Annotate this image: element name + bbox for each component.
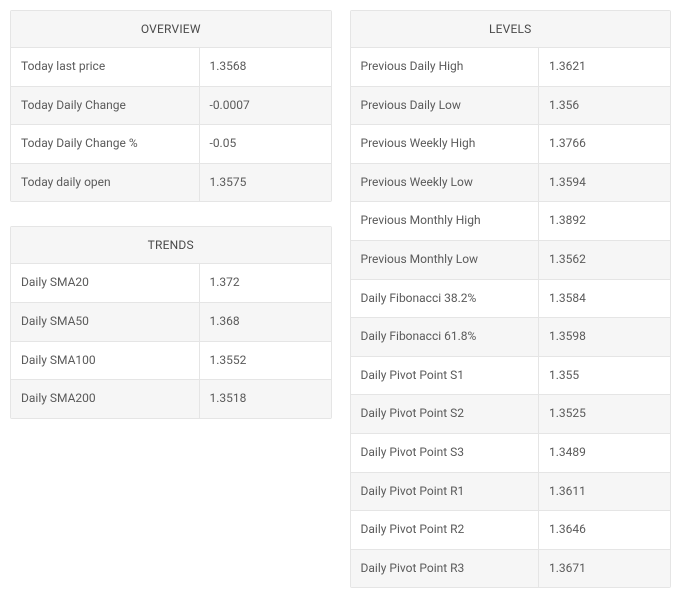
table-row: Daily SMA201.372 <box>11 264 331 303</box>
row-label: Daily Pivot Point S3 <box>351 434 540 472</box>
row-label: Daily Fibonacci 38.2% <box>351 280 540 318</box>
table-row: Today Daily Change-0.0007 <box>11 87 331 126</box>
table-row: Daily Pivot Point S11.355 <box>351 357 671 396</box>
row-label: Daily SMA50 <box>11 303 200 341</box>
left-column: OVERVIEW Today last price1.3568Today Dai… <box>10 10 332 419</box>
trends-rows: Daily SMA201.372Daily SMA501.368Daily SM… <box>11 264 331 417</box>
right-column: LEVELS Previous Daily High1.3621Previous… <box>350 10 672 588</box>
levels-rows: Previous Daily High1.3621Previous Daily … <box>351 48 671 587</box>
data-tables-container: OVERVIEW Today last price1.3568Today Dai… <box>10 10 671 588</box>
table-row: Daily Fibonacci 61.8%1.3598 <box>351 318 671 357</box>
row-value: 1.3611 <box>539 473 670 511</box>
row-value: 1.3575 <box>200 164 331 202</box>
row-value: 1.3584 <box>539 280 670 318</box>
row-value: 1.3562 <box>539 241 670 279</box>
row-label: Today Daily Change % <box>11 125 200 163</box>
row-label: Daily SMA20 <box>11 264 200 302</box>
table-row: Daily Pivot Point R11.3611 <box>351 473 671 512</box>
row-label: Previous Weekly Low <box>351 164 540 202</box>
row-label: Daily SMA100 <box>11 342 200 380</box>
row-label: Previous Weekly High <box>351 125 540 163</box>
table-row: Previous Monthly High1.3892 <box>351 202 671 241</box>
overview-rows: Today last price1.3568Today Daily Change… <box>11 48 331 201</box>
row-label: Previous Daily Low <box>351 87 540 125</box>
row-label: Daily Pivot Point S2 <box>351 395 540 433</box>
table-row: Daily SMA501.368 <box>11 303 331 342</box>
levels-title: LEVELS <box>351 11 671 48</box>
overview-title: OVERVIEW <box>11 11 331 48</box>
table-row: Today daily open1.3575 <box>11 164 331 202</box>
table-row: Daily Fibonacci 38.2%1.3584 <box>351 280 671 319</box>
row-value: 1.3552 <box>200 342 331 380</box>
row-value: 1.3646 <box>539 511 670 549</box>
row-value: 1.3598 <box>539 318 670 356</box>
row-label: Previous Monthly High <box>351 202 540 240</box>
table-row: Daily SMA1001.3552 <box>11 342 331 381</box>
row-label: Daily Pivot Point R2 <box>351 511 540 549</box>
row-label: Previous Monthly Low <box>351 241 540 279</box>
table-row: Daily SMA2001.3518 <box>11 380 331 418</box>
table-row: Daily Pivot Point S31.3489 <box>351 434 671 473</box>
trends-panel: TRENDS Daily SMA201.372Daily SMA501.368D… <box>10 226 332 418</box>
row-value: 1.372 <box>200 264 331 302</box>
table-row: Previous Daily Low1.356 <box>351 87 671 126</box>
table-row: Previous Monthly Low1.3562 <box>351 241 671 280</box>
trends-title: TRENDS <box>11 227 331 264</box>
row-label: Previous Daily High <box>351 48 540 86</box>
table-row: Previous Weekly Low1.3594 <box>351 164 671 203</box>
row-label: Daily Fibonacci 61.8% <box>351 318 540 356</box>
row-value: 1.3671 <box>539 550 670 588</box>
row-label: Daily Pivot Point R3 <box>351 550 540 588</box>
row-label: Daily Pivot Point R1 <box>351 473 540 511</box>
row-label: Today Daily Change <box>11 87 200 125</box>
row-label: Daily SMA200 <box>11 380 200 418</box>
table-row: Today Daily Change %-0.05 <box>11 125 331 164</box>
row-value: -0.0007 <box>200 87 331 125</box>
row-value: 1.356 <box>539 87 670 125</box>
row-value: 1.3518 <box>200 380 331 418</box>
row-value: 1.3525 <box>539 395 670 433</box>
row-value: 1.3489 <box>539 434 670 472</box>
row-value: 1.3621 <box>539 48 670 86</box>
row-label: Today daily open <box>11 164 200 202</box>
row-value: -0.05 <box>200 125 331 163</box>
table-row: Previous Weekly High1.3766 <box>351 125 671 164</box>
table-row: Previous Daily High1.3621 <box>351 48 671 87</box>
levels-panel: LEVELS Previous Daily High1.3621Previous… <box>350 10 672 588</box>
table-row: Daily Pivot Point S21.3525 <box>351 395 671 434</box>
row-label: Today last price <box>11 48 200 86</box>
row-value: 1.3892 <box>539 202 670 240</box>
row-value: 1.355 <box>539 357 670 395</box>
row-value: 1.3568 <box>200 48 331 86</box>
row-value: 1.3594 <box>539 164 670 202</box>
table-row: Today last price1.3568 <box>11 48 331 87</box>
overview-panel: OVERVIEW Today last price1.3568Today Dai… <box>10 10 332 202</box>
row-value: 1.3766 <box>539 125 670 163</box>
table-row: Daily Pivot Point R21.3646 <box>351 511 671 550</box>
row-label: Daily Pivot Point S1 <box>351 357 540 395</box>
row-value: 1.368 <box>200 303 331 341</box>
table-row: Daily Pivot Point R31.3671 <box>351 550 671 588</box>
